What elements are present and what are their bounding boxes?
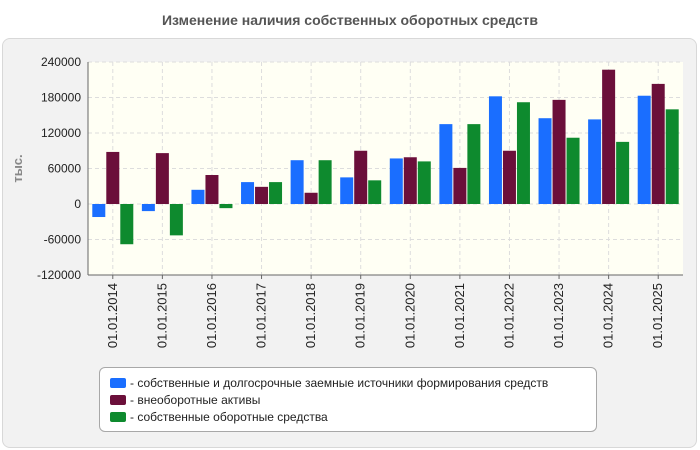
bar <box>588 119 602 204</box>
bar <box>92 204 106 218</box>
bar <box>120 204 134 245</box>
bar <box>616 141 630 204</box>
bar <box>502 150 516 204</box>
bar <box>141 204 155 212</box>
bar <box>453 167 467 204</box>
legend-label-sources: - собственные и долгосрочные заемные ист… <box>130 375 549 390</box>
bar <box>439 124 453 204</box>
y-tick-label: 60000 <box>48 162 82 176</box>
x-tick-label: 01.01.2024 <box>601 283 616 348</box>
bar <box>304 192 318 204</box>
bar <box>403 157 417 204</box>
y-tick-label: 0 <box>74 197 81 211</box>
legend-item-working-capital: - собственные оборотные средства <box>110 408 596 425</box>
x-tick-label: 01.01.2019 <box>353 283 368 348</box>
bar <box>290 160 304 204</box>
bar <box>205 175 219 204</box>
legend-swatch-noncurrent-assets <box>110 394 126 405</box>
x-tick-label: 01.01.2022 <box>501 283 516 348</box>
bar <box>467 124 481 204</box>
x-tick-label: 01.01.2023 <box>551 283 566 348</box>
bar <box>389 158 403 204</box>
bar <box>368 180 382 204</box>
bar <box>318 160 332 204</box>
y-tick-label: -60000 <box>44 233 82 247</box>
bar <box>538 118 552 204</box>
chart-title: Изменение наличия собственных оборотных … <box>161 12 539 28</box>
bar <box>255 186 269 204</box>
x-tick-label: 01.01.2016 <box>204 283 219 348</box>
y-tick-label: -120000 <box>37 268 81 282</box>
bar <box>417 161 431 204</box>
bar <box>106 151 120 204</box>
x-tick-label: 01.01.2018 <box>303 283 318 348</box>
bar <box>191 189 205 204</box>
legend-swatch-working-capital <box>110 411 126 422</box>
bar <box>169 204 183 236</box>
bar <box>219 204 233 209</box>
x-tick-label: 01.01.2021 <box>452 283 467 348</box>
x-tick-label: 01.01.2025 <box>650 283 665 348</box>
y-tick-label: 180000 <box>41 91 81 105</box>
bar <box>651 83 665 204</box>
bar <box>637 95 651 204</box>
legend-item-noncurrent-assets: - внеоборотные активы <box>110 391 596 408</box>
y-axis-label: тыс. <box>10 154 25 182</box>
y-tick-label: 120000 <box>41 126 81 140</box>
bar <box>552 99 566 204</box>
bar <box>488 96 502 204</box>
x-tick-label: 01.01.2015 <box>154 283 169 348</box>
x-tick-label: 01.01.2014 <box>105 283 120 348</box>
bar <box>155 153 169 204</box>
bar <box>516 102 530 204</box>
x-tick-label: 01.01.2020 <box>402 283 417 348</box>
bar <box>602 69 616 204</box>
chart-legend: - собственные и долгосрочные заемные ист… <box>99 367 597 432</box>
bar <box>340 177 354 204</box>
legend-label-working-capital: - собственные оборотные средства <box>130 409 328 424</box>
bar <box>354 150 368 204</box>
x-tick-label: 01.01.2017 <box>254 283 269 348</box>
bar <box>241 182 255 204</box>
legend-item-sources: - собственные и долгосрочные заемные ист… <box>110 374 596 391</box>
bar <box>665 109 679 204</box>
legend-label-noncurrent-assets: - внеоборотные активы <box>130 392 261 407</box>
bar <box>269 182 283 204</box>
legend-swatch-sources <box>110 377 126 388</box>
bar <box>566 137 580 204</box>
y-tick-label: 240000 <box>41 55 81 69</box>
